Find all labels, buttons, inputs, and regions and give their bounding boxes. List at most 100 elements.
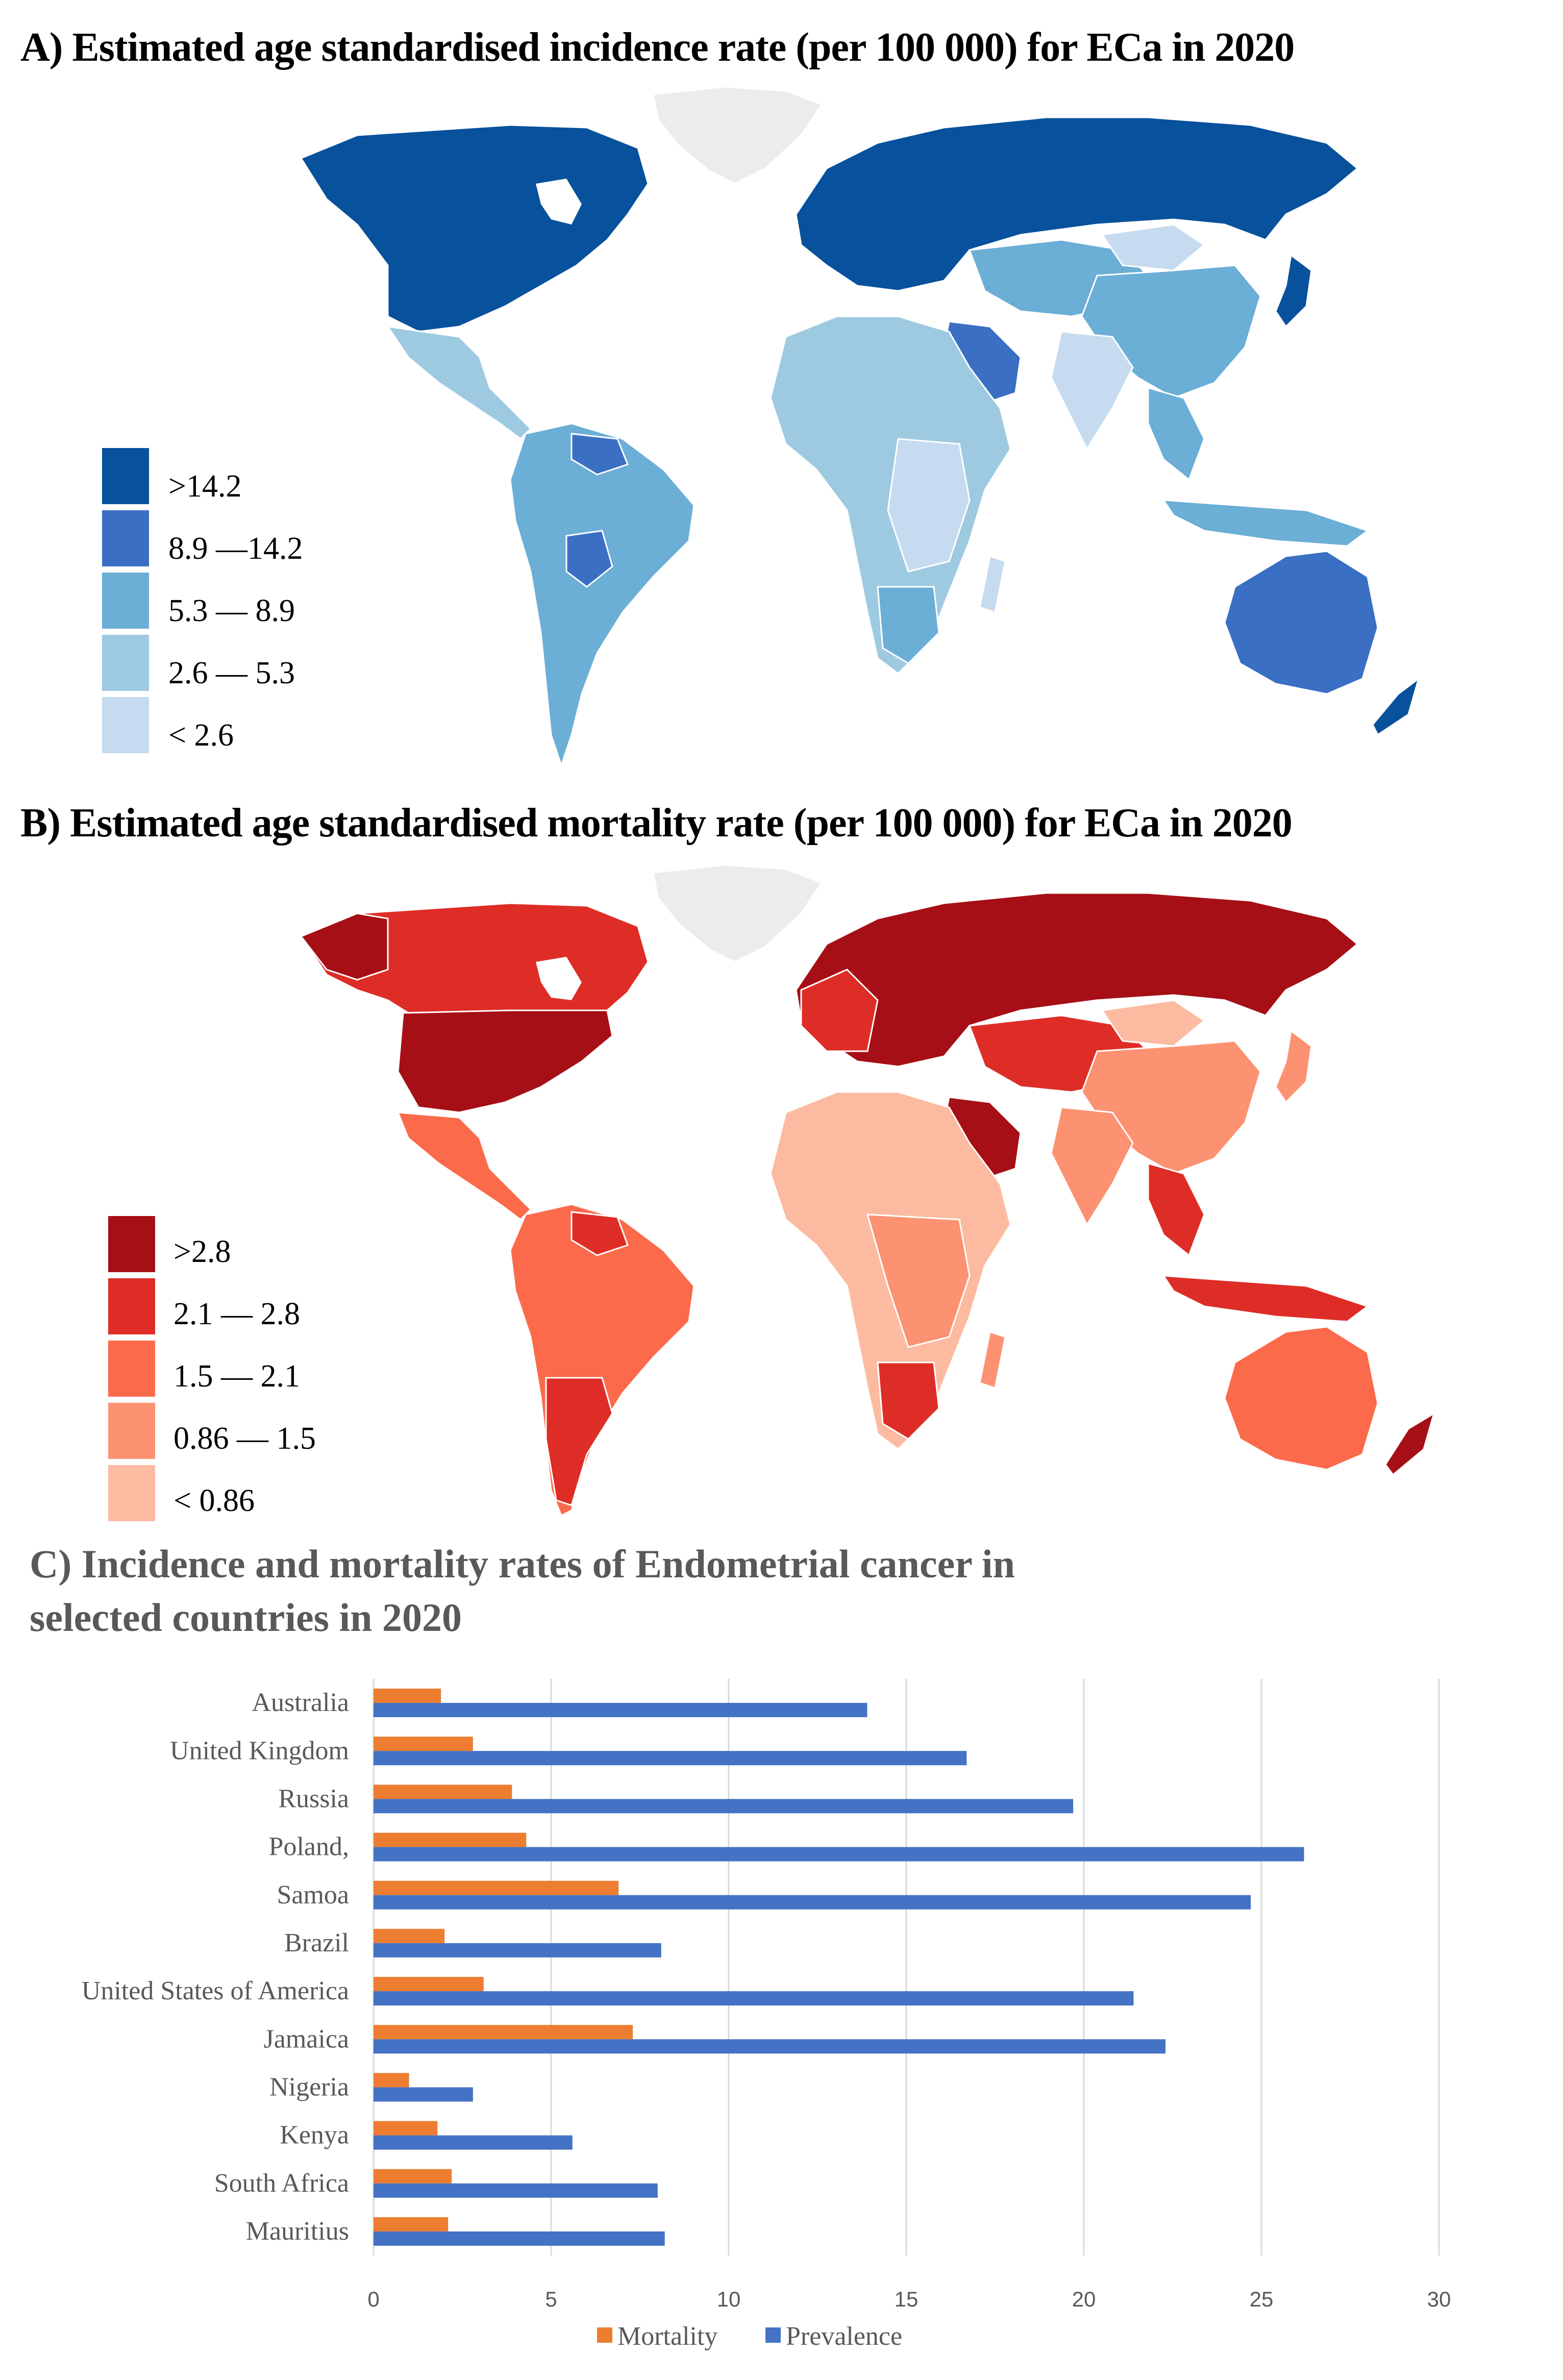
map-b-argentina-chile [545, 1377, 613, 1506]
bar-mortality [374, 1784, 512, 1799]
bar-mortality [374, 2169, 452, 2184]
map-b-central-africa [866, 1213, 971, 1348]
map-a-central-africa [887, 438, 971, 573]
legend-b-label-1: >2.8 [173, 1234, 231, 1269]
map-a-bolivia [565, 530, 613, 588]
map-b-greenland [652, 864, 823, 963]
map-a-australia [1224, 550, 1379, 695]
category-label: Brazil [284, 1928, 349, 1957]
bar-mortality [374, 2073, 409, 2088]
bar-prevalence [374, 1799, 1074, 1814]
bar-prevalence [374, 1751, 967, 1766]
legend-b-swatch-1 [108, 1216, 155, 1272]
bar-mortality [374, 1832, 527, 1847]
x-tick-label-20: 20 [1072, 2287, 1096, 2311]
x-tick-label-10: 10 [717, 2287, 741, 2311]
bar-prevalence [374, 1991, 1134, 2006]
bar-prevalence [374, 2183, 658, 2198]
x-tick-label-0: 0 [367, 2287, 379, 2311]
legend-b: >2.8 2.1 — 2.8 1.5 — 2.1 0.86 — 1.5 < 0.… [108, 1216, 316, 1521]
map-a-japan [1275, 254, 1312, 328]
legend-b-label-5: < 0.86 [173, 1483, 255, 1518]
legend-b-swatch-2 [108, 1278, 155, 1334]
legend-swatch-mortality [597, 2327, 612, 2343]
legend-b-swatch-3 [108, 1341, 155, 1397]
legend-swatch-prevalence [765, 2327, 781, 2343]
gridlines [373, 1679, 1440, 2255]
x-tick-label-25: 25 [1250, 2287, 1274, 2311]
map-b-southern-africa [877, 1361, 940, 1440]
map-b-venezuela [570, 1211, 629, 1256]
category-label: Kenya [280, 2121, 349, 2150]
bar-prevalence [374, 1943, 661, 1957]
bar-mortality [374, 1977, 484, 1992]
map-a-greenland [652, 86, 823, 185]
panel-b-title: B) Estimated age standardised mortality … [20, 801, 1293, 846]
legend-a: >14.2 8.9 —14.2 5.3 — 8.9 2.6 — 5.3 < 2.… [102, 448, 303, 753]
bar-mortality [374, 1737, 473, 1751]
map-a-south-america [509, 423, 695, 768]
x-tick-labels: 0 5 10 15 20 25 30 [367, 2287, 1451, 2311]
legend-label-prevalence: Prevalence [786, 2322, 902, 2351]
legend-a-swatch-4 [102, 635, 149, 691]
category-label: Russia [278, 1784, 349, 1813]
map-a-mexico-central-america [386, 326, 532, 440]
map-a-southeast-asia [1147, 387, 1205, 481]
map-b-indonesia [1162, 1275, 1370, 1323]
incidence-map [300, 86, 1420, 768]
map-a-hudson-bay [536, 179, 582, 225]
legend-a-swatch-1 [102, 448, 149, 504]
legend-b-label-4: 0.86 — 1.5 [173, 1421, 316, 1456]
map-a-new-zealand [1372, 677, 1420, 736]
bar-prevalence [374, 2087, 473, 2102]
x-tick-label-30: 30 [1427, 2287, 1451, 2311]
map-b-mongolia [1101, 999, 1206, 1047]
map-a-india [1050, 331, 1134, 451]
chart-legend: Mortality Prevalence [597, 2322, 902, 2351]
category-label: Poland, [269, 1832, 349, 1862]
category-label: United Kingdom [170, 1736, 349, 1765]
category-label: Australia [252, 1688, 349, 1717]
map-b-europe-russia [795, 892, 1359, 1068]
legend-a-label-1: >14.2 [168, 469, 241, 504]
map-b-southeast-asia [1147, 1162, 1205, 1257]
legend-a-swatch-2 [102, 510, 149, 566]
map-b-usa [397, 1009, 613, 1113]
category-label: United States of America [82, 1976, 349, 2005]
legend-b-swatch-4 [108, 1403, 155, 1459]
bar-prevalence [374, 1847, 1304, 1862]
bar-prevalence [374, 1895, 1251, 1910]
category-label: Nigeria [269, 2072, 349, 2101]
legend-a-label-2: 8.9 —14.2 [168, 531, 303, 566]
map-a-madagascar [979, 555, 1006, 613]
map-a-mongolia [1101, 224, 1206, 271]
category-label: Jamaica [264, 2024, 349, 2053]
category-label: Samoa [277, 1880, 349, 1910]
bar-prevalence [374, 2231, 665, 2246]
map-b-hudson-bay [536, 957, 582, 1000]
map-b-madagascar [979, 1331, 1006, 1389]
map-b-western-europe [800, 969, 879, 1052]
map-b-alaska [300, 912, 389, 981]
legend-a-label-4: 2.6 — 5.3 [168, 656, 295, 690]
bar-mortality [374, 2025, 633, 2040]
legend-b-swatch-5 [108, 1465, 155, 1521]
map-a-indonesia [1162, 499, 1370, 547]
bar-chart: Australia United Kingdom Russia Poland, Samo… [82, 1679, 1451, 2351]
map-a-europe-russia [795, 116, 1359, 292]
legend-a-label-3: 5.3 — 8.9 [168, 593, 295, 628]
chart-title-line-2: selected countries in 2020 [30, 1595, 462, 1640]
bar-prevalence [374, 1703, 867, 1718]
legend-a-label-5: < 2.6 [168, 718, 234, 753]
map-b-mexico-central-america [396, 1111, 532, 1221]
map-b-japan [1275, 1029, 1312, 1104]
bar-mortality [374, 1880, 619, 1895]
mortality-map [300, 864, 1435, 1517]
bar-mortality [374, 2217, 449, 2232]
legend-label-mortality: Mortality [617, 2322, 717, 2351]
category-label: South Africa [214, 2169, 349, 2198]
bar-mortality [374, 2121, 438, 2136]
legend-b-label-2: 2.1 — 2.8 [173, 1297, 300, 1331]
category-label: Mauritius [246, 2217, 349, 2246]
bar-prevalence [374, 2135, 573, 2150]
